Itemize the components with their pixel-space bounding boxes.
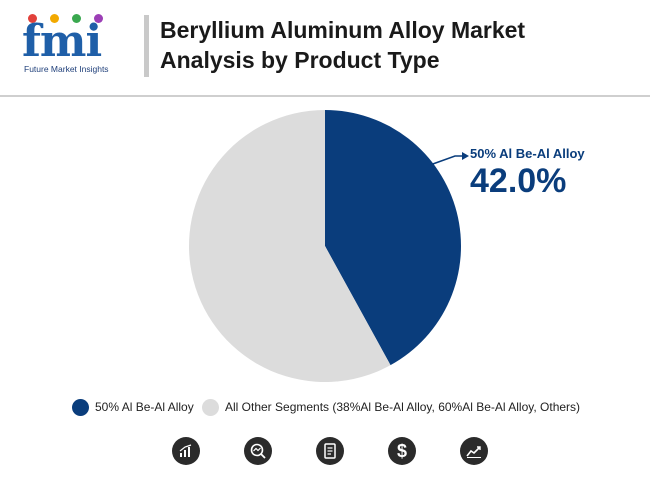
page-title: Beryllium Aluminum Alloy Market Analysis… — [160, 15, 525, 75]
dollar-icon: $ — [388, 437, 416, 465]
report-document-icon — [316, 437, 344, 465]
legend-swatch-others — [202, 398, 219, 416]
pie-chart — [189, 110, 469, 382]
title-line-1: Beryllium Aluminum Alloy Market — [160, 17, 526, 43]
pie-slice-0 — [325, 110, 461, 366]
legend: 50% Al Be-Al Alloy All Other Segments (3… — [0, 397, 650, 417]
pie-slice-1 — [189, 110, 391, 382]
bar-chart-icon — [172, 437, 200, 465]
callout-label: 50% Al Be-Al Alloy — [470, 146, 585, 161]
legend-swatch-50al — [72, 398, 89, 416]
header: fmi Future Market Insights Beryllium Alu… — [0, 0, 650, 96]
legend-item-others: All Other Segments (38%Al Be-Al Alloy, 6… — [202, 397, 580, 417]
legend-item-50al: 50% Al Be-Al Alloy — [72, 397, 194, 417]
header-divider — [0, 95, 650, 97]
callout-arrow-line — [429, 155, 466, 166]
magnifier-chart-icon — [244, 437, 272, 465]
logo-letters: fmi — [22, 16, 102, 67]
footer-icons: $ — [0, 437, 650, 467]
legend-label-others: All Other Segments (38%Al Be-Al Alloy, 6… — [225, 400, 581, 414]
fmi-logo: fmi Future Market Insights — [22, 14, 134, 78]
callout-value: 42.0% — [470, 162, 567, 200]
logo-caption: Future Market Insights — [24, 64, 109, 74]
callout-arrow-head — [462, 152, 469, 160]
title-accent-bar — [144, 15, 149, 77]
title-line-2: Analysis by Product Type — [160, 47, 440, 73]
legend-label-50al: 50% Al Be-Al Alloy — [95, 400, 194, 414]
line-chart-icon — [460, 437, 488, 465]
